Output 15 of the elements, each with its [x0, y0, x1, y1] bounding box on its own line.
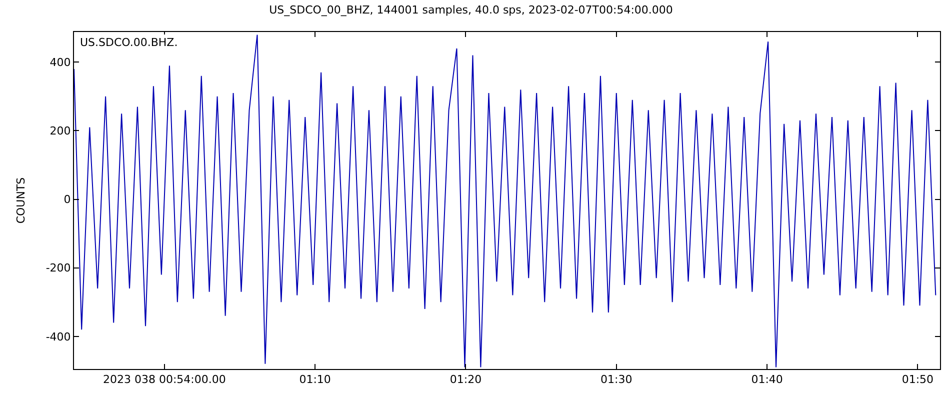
- y-tick-label: 200: [50, 124, 71, 138]
- annotation: US.SDCO.00.BHZ.: [80, 36, 178, 49]
- x-tick-label: 01:40: [751, 373, 783, 386]
- x-tick-label: 01:30: [600, 373, 632, 386]
- y-tick-label: 400: [50, 56, 71, 70]
- line-series: [74, 34, 936, 368]
- chart-title: US_SDCO_00_BHZ, 144001 samples, 40.0 sps, 2023-02-07T00:54:00.000: [269, 4, 673, 17]
- y-tick-label: -400: [46, 330, 71, 344]
- y-tick-label: -200: [46, 262, 71, 275]
- y-axis-title: COUNTS: [14, 177, 28, 224]
- x-tick-label: 01:20: [450, 373, 482, 386]
- y-tick-label: 0: [64, 193, 71, 206]
- x-tick-label: 01:50: [902, 373, 934, 386]
- x-tick-label: 2023 038 00:54:00.00: [102, 373, 226, 386]
- x-tick-label: 01:10: [299, 373, 331, 386]
